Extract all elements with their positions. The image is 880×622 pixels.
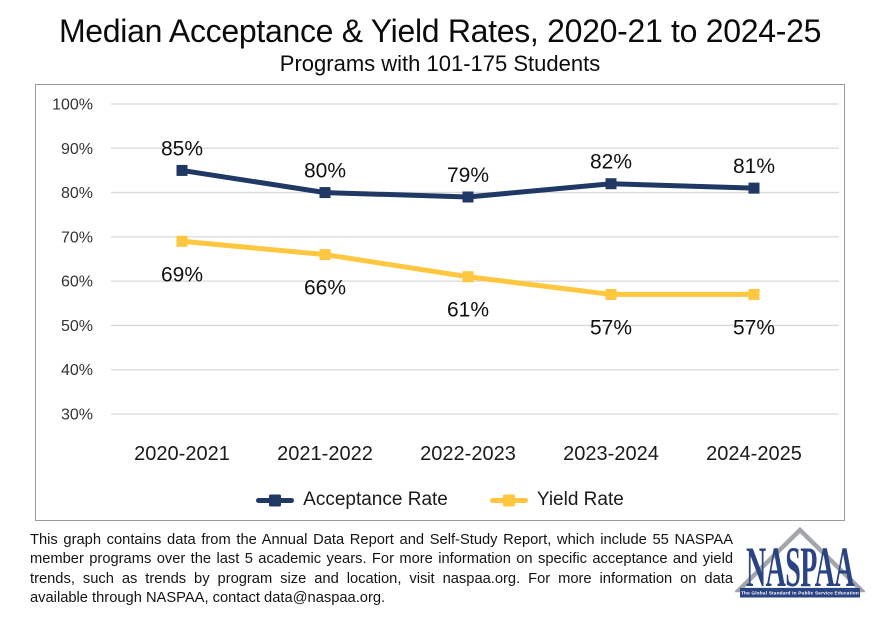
data-point-marker bbox=[319, 249, 331, 261]
y-tick-label: 30% bbox=[61, 407, 93, 424]
data-label: 85% bbox=[161, 137, 203, 160]
footer: This graph contains data from the Annual… bbox=[30, 526, 867, 608]
data-label: 66% bbox=[304, 277, 346, 300]
logo-tagline: The Global Standard in Public Service Ed… bbox=[741, 591, 859, 596]
chart-subtitle: Programs with 101-175 Students bbox=[279, 51, 601, 76]
y-tick-label: 90% bbox=[61, 141, 93, 158]
legend-marker-icon bbox=[489, 494, 528, 506]
data-point-marker bbox=[462, 271, 474, 283]
legend-label: Yield Rate bbox=[536, 489, 624, 510]
x-category-label: 2021-2022 bbox=[277, 443, 373, 465]
data-label: 57% bbox=[733, 316, 775, 339]
data-label: 80% bbox=[304, 160, 346, 183]
data-label: 69% bbox=[161, 263, 203, 286]
legend-marker-icon bbox=[256, 494, 295, 506]
data-point-marker bbox=[748, 288, 760, 300]
x-category-label: 2020-2021 bbox=[134, 443, 230, 465]
y-tick-label: 50% bbox=[61, 318, 93, 335]
data-label: 79% bbox=[447, 164, 489, 187]
y-tick-label: 100% bbox=[52, 97, 93, 114]
data-label: 61% bbox=[447, 299, 489, 322]
series-line bbox=[181, 238, 754, 297]
y-tick-label: 80% bbox=[61, 185, 93, 202]
legend-item: Acceptance Rate bbox=[256, 489, 448, 511]
data-point-marker bbox=[605, 178, 617, 190]
line-chart: 100% 90% 80% 70% 60% 50% 40% 30% 2020-2021 2021-2… bbox=[52, 97, 839, 465]
y-tick-label: 60% bbox=[61, 274, 93, 291]
naspaa-logo-graphic: NASPAA The Global Standard in Public Ser… bbox=[733, 526, 867, 599]
data-label: 82% bbox=[590, 151, 632, 174]
x-category-label: 2023-2024 bbox=[563, 443, 659, 465]
x-category-label: 2022-2023 bbox=[420, 443, 516, 465]
chart-title: Median Acceptance & Yield Rates, 2020-21… bbox=[58, 13, 822, 49]
data-point-marker bbox=[462, 191, 474, 203]
data-point-marker bbox=[605, 288, 617, 300]
y-tick-label: 40% bbox=[61, 362, 93, 379]
data-label: 81% bbox=[733, 155, 775, 178]
data-point-marker bbox=[319, 187, 331, 199]
chart-container: 100% 90% 80% 70% 60% 50% 40% 30% 2020-2021 2021-2… bbox=[35, 84, 845, 521]
legend: Acceptance Rate Yield Rate bbox=[36, 489, 844, 511]
legend-item: Yield Rate bbox=[489, 489, 624, 511]
data-point-marker bbox=[176, 164, 188, 176]
logo-tagline-bar bbox=[740, 588, 860, 598]
data-point-marker bbox=[748, 182, 760, 194]
footnote-text: This graph contains data from the Annual… bbox=[30, 532, 733, 606]
y-tick-label: 70% bbox=[61, 229, 93, 246]
naspaa-logo: NASPAA The Global Standard in Public Ser… bbox=[733, 526, 867, 607]
legend-label: Acceptance Rate bbox=[303, 489, 448, 510]
data-point-marker bbox=[176, 235, 188, 247]
data-label: 57% bbox=[590, 316, 632, 339]
x-category-label: 2024-2025 bbox=[706, 443, 802, 465]
